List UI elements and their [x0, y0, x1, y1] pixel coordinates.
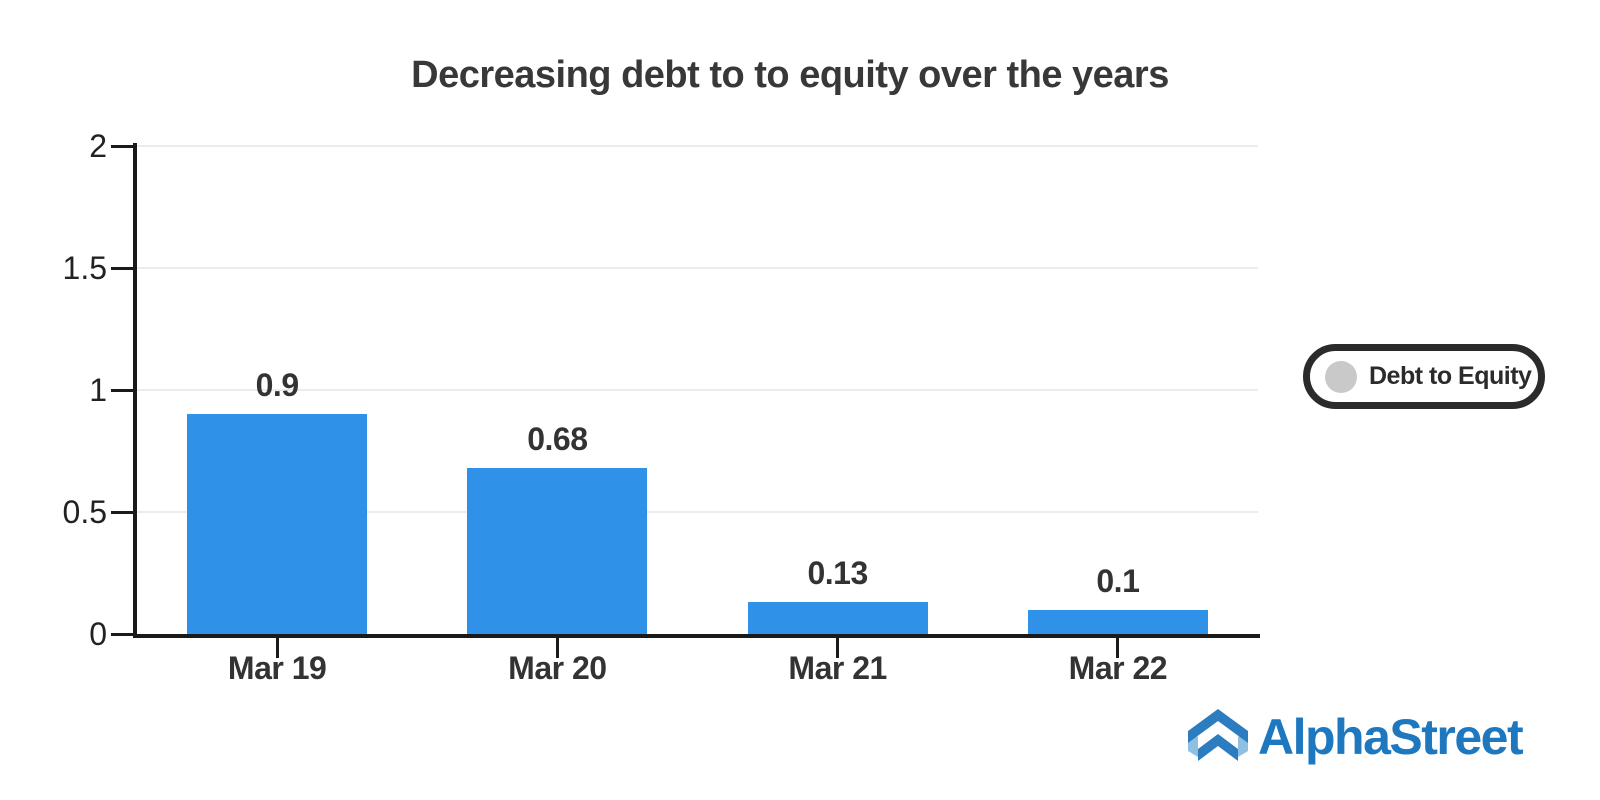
x-axis-label: Mar 20: [508, 650, 607, 686]
x-axis-label: Mar 21: [788, 650, 887, 686]
x-axis-label: Mar 19: [227, 650, 327, 686]
gridline: [137, 511, 1258, 513]
y-axis-label: 0: [89, 616, 107, 652]
bar-slot: 0.1: [978, 146, 1258, 634]
gridline: [137, 267, 1258, 269]
alphastreet-logo: AlphaStreet: [1188, 708, 1524, 766]
y-axis-tick: [111, 511, 135, 514]
chart-title: Decreasing debt to to equity over the ye…: [411, 54, 1169, 96]
y-axis-label: 1.5: [62, 250, 107, 286]
y-axis-line: [133, 143, 137, 638]
bar-value-label: 0.68: [527, 421, 588, 457]
y-axis-label: 1: [89, 372, 107, 408]
bar-slot: 0.68: [417, 146, 697, 634]
x-axis-tick: [836, 638, 840, 658]
y-axis-label: 2: [89, 128, 107, 164]
gridline: [137, 389, 1258, 391]
legend-swatch-icon: [1325, 360, 1357, 393]
plot-area: 0.9 0.68 0.13 0.1: [137, 145, 1258, 634]
bar-mar-19: [187, 414, 368, 634]
bar-value-label: 0.13: [807, 555, 868, 591]
bar-value-label: 0.9: [255, 367, 299, 403]
x-axis-label: Mar 22: [1068, 650, 1168, 686]
y-axis-tick: [111, 633, 135, 636]
x-axis-line: [133, 634, 1260, 638]
bar-slot: 0.9: [137, 146, 417, 634]
bar-mar-22: [1027, 610, 1208, 634]
alphastreet-logo-text: AlphaStreet: [1258, 709, 1524, 765]
y-axis-tick: [111, 389, 135, 392]
x-axis-tick: [555, 638, 559, 658]
y-axis-tick: [111, 267, 135, 270]
x-axis-tick: [1116, 638, 1120, 658]
bar-mar-21: [747, 602, 928, 634]
bar-mar-20: [467, 468, 648, 634]
y-axis-tick: [111, 145, 135, 148]
gridline: [137, 145, 1258, 147]
alphastreet-house-icon: [1188, 709, 1248, 761]
bar-slot: 0.13: [698, 146, 978, 634]
bar-value-label: 0.1: [1096, 563, 1140, 599]
legend-item-debt-to-equity[interactable]: Debt to Equity: [1303, 344, 1545, 409]
x-axis-tick: [275, 638, 279, 658]
y-axis-label: 0.5: [62, 494, 107, 530]
legend-label: Debt to Equity: [1369, 362, 1532, 390]
